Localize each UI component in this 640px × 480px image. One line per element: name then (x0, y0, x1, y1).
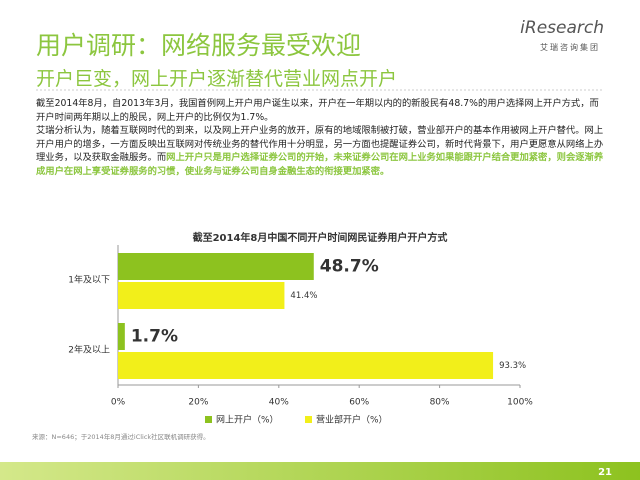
legend-label: 网上开户（%） (216, 414, 279, 426)
x-tick-label: 80% (430, 398, 450, 408)
value-label: 48.7% (320, 257, 379, 277)
chart-title: 截至2014年8月中国不同开户时间网民证券用户开户方式 (193, 231, 448, 244)
legend-label: 营业部开户（%） (316, 414, 388, 426)
value-label: 93.3% (499, 361, 526, 371)
paragraph: 艾瑞分析认为，随着互联网时代的到来，以及网上开户业务的放开，原有的地域限制被打破… (36, 124, 608, 178)
bar (118, 253, 314, 280)
y-tick-label: 2年及以上 (68, 344, 110, 356)
bar (118, 323, 125, 350)
value-label: 1.7% (131, 327, 178, 347)
paragraph: 截至2014年8月，自2013年3月，我国首例网上开户用户诞生以来，开户在一年期… (36, 98, 599, 123)
title: 用户调研：网络服务最受欢迎 (36, 31, 362, 60)
footer-bar (0, 462, 640, 480)
bar (118, 282, 285, 309)
legend-swatch (305, 416, 312, 423)
x-tick-label: 20% (188, 398, 208, 408)
legend-swatch (205, 416, 212, 423)
logo-sub: 艾瑞咨询集团 (540, 43, 600, 52)
paragraph-text: 艾瑞分析认为，随着互联网时代的到来，以及网上开户业务的放开，原有的地域限制被打破… (36, 125, 604, 163)
page-number: 21 (598, 467, 612, 478)
x-tick-label: 0% (111, 398, 126, 408)
paragraph-highlight: 网上开户只是用户选择证券公司的开始，未来证券公司在网上业务如果能跟开户结合更加紧… (36, 152, 604, 177)
bar (118, 352, 494, 379)
x-tick-label: 40% (269, 398, 289, 408)
logo: iResearch (520, 18, 604, 38)
source: 来源：N=646；于2014年8月通过iClick社区联机调研获得。 (32, 432, 210, 441)
subtitle: 开户巨变，网上开户逐渐替代营业网点开户 (36, 68, 398, 90)
x-tick-label: 60% (349, 398, 369, 408)
x-tick-label: 100% (507, 398, 533, 408)
value-label: 41.4% (290, 291, 317, 301)
y-tick-label: 1年及以下 (68, 274, 110, 286)
